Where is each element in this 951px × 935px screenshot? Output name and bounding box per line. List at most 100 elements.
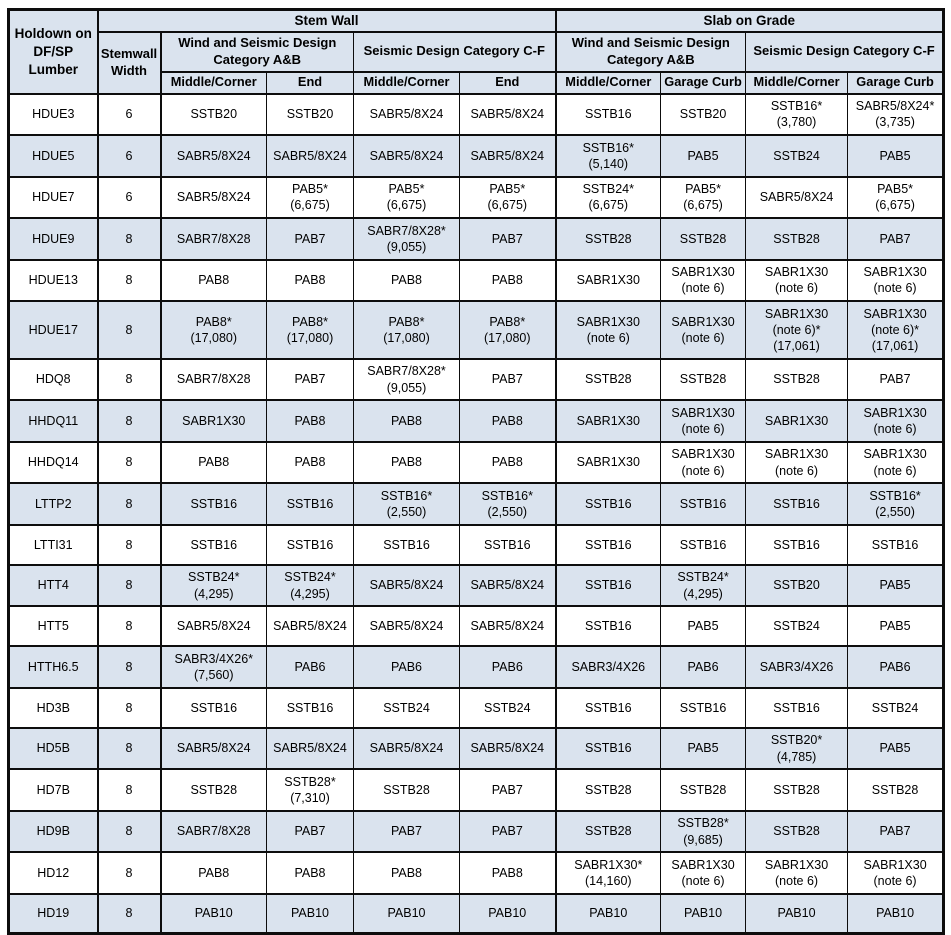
- anchor-spec-cell: PAB7: [266, 809, 354, 854]
- table-row: HDUE3 6 SSTB20 SSTB20 SABR5/8X24 SABR5/8X24 SS…: [8, 92, 945, 137]
- anchor-spec-cell: SABR5/8X24: [458, 563, 557, 608]
- anchor-spec-cell: PAB8* (17,080): [353, 300, 460, 360]
- anchor-spec-cell: SSTB16: [745, 686, 849, 729]
- stemwall-width-cell: 8: [97, 768, 162, 812]
- anchor-spec-cell: PAB5* (6,675): [353, 175, 460, 220]
- anchor-spec-cell: PAB5* (6,675): [266, 175, 354, 220]
- table-row: HHDQ11 8 SABR1X30 PAB8 PAB8 PAB8 SABR1X30 SABR1…: [8, 399, 945, 443]
- header-sw-cf-middle-corner: Middle/Corner: [353, 70, 460, 95]
- holdown-model-cell: HDUE9: [8, 217, 99, 261]
- anchor-spec-cell: SABR5/8X24: [745, 175, 849, 220]
- anchor-spec-cell: PAB5: [660, 726, 747, 771]
- stemwall-width-cell: 8: [97, 399, 162, 443]
- anchor-spec-cell: SABR1X30 (note 6): [660, 258, 747, 303]
- anchor-spec-cell: PAB8: [353, 440, 460, 485]
- anchor-spec-cell: SSTB24: [745, 134, 849, 178]
- anchor-spec-cell: PAB6: [847, 645, 945, 689]
- table-row: HDUE7 6 SABR5/8X24 PAB5* (6,675) PAB5* (6,67…: [8, 175, 945, 220]
- anchor-spec-cell: PAB5* (6,675): [660, 175, 747, 220]
- stemwall-width-cell: 8: [97, 300, 162, 360]
- anchor-spec-cell: PAB5: [660, 134, 747, 178]
- anchor-spec-cell: PAB8: [458, 440, 557, 485]
- anchor-spec-cell: SSTB24: [353, 686, 460, 729]
- anchor-spec-cell: SABR5/8X24: [353, 563, 460, 608]
- stemwall-width-cell: 6: [97, 134, 162, 178]
- anchor-spec-cell: PAB10: [847, 892, 945, 935]
- anchor-spec-cell: PAB8: [458, 258, 557, 303]
- anchor-spec-cell: PAB8: [266, 258, 354, 303]
- stemwall-width-cell: 6: [97, 175, 162, 220]
- anchor-spec-cell: SABR7/8X28: [160, 357, 267, 402]
- table-row: HD3B 8 SSTB16 SSTB16 SSTB24 SSTB24 SSTB16 SSTB1…: [8, 686, 945, 729]
- anchor-spec-cell: SABR1X30 (note 6): [745, 258, 849, 303]
- anchor-spec-cell: SSTB16: [660, 523, 747, 566]
- anchor-spec-cell: PAB8* (17,080): [266, 300, 354, 360]
- anchor-spec-cell: SSTB16* (2,550): [353, 482, 460, 526]
- header-sg-cf-middle-corner: Middle/Corner: [745, 70, 849, 95]
- anchor-spec-cell: SSTB16: [160, 686, 267, 729]
- stemwall-width-cell: 6: [97, 92, 162, 137]
- anchor-spec-cell: PAB5* (6,675): [847, 175, 945, 220]
- anchor-spec-cell: SABR7/8X28: [160, 809, 267, 854]
- stemwall-width-cell: 8: [97, 523, 162, 566]
- anchor-spec-cell: SABR1X30 (note 6): [745, 440, 849, 485]
- anchor-spec-cell: SABR5/8X24: [266, 605, 354, 648]
- anchor-spec-cell: PAB10: [266, 892, 354, 935]
- holdown-model-cell: HTT5: [8, 605, 99, 648]
- anchor-spec-cell: SSTB28: [745, 217, 849, 261]
- anchor-spec-cell: PAB8: [160, 440, 267, 485]
- anchor-spec-cell: SSTB20: [660, 92, 747, 137]
- anchor-spec-cell: SSTB16: [745, 523, 849, 566]
- anchor-spec-cell: SABR1X30: [160, 399, 267, 443]
- anchor-spec-cell: SSTB16: [555, 482, 662, 526]
- anchor-spec-cell: SABR5/8X24: [353, 134, 460, 178]
- anchor-spec-cell: PAB5: [847, 563, 945, 608]
- anchor-spec-cell: SSTB16: [847, 523, 945, 566]
- anchor-spec-cell: SSTB28: [160, 768, 267, 812]
- anchor-spec-cell: PAB7: [266, 357, 354, 402]
- holdown-model-cell: HTTH6.5: [8, 645, 99, 689]
- table-row: HDUE13 8 PAB8 PAB8 PAB8 PAB8 SABR1X30 SABR1X30 …: [8, 258, 945, 303]
- anchor-spec-cell: PAB8: [266, 851, 354, 895]
- anchor-spec-cell: SABR5/8X24: [160, 175, 267, 220]
- anchor-spec-cell: PAB7: [458, 357, 557, 402]
- anchor-spec-cell: PAB8: [458, 399, 557, 443]
- anchor-spec-cell: SSTB16: [160, 482, 267, 526]
- holdown-model-cell: HD7B: [8, 768, 99, 812]
- table-row: LTTP2 8 SSTB16 SSTB16 SSTB16* (2,550) SSTB16*…: [8, 482, 945, 526]
- anchor-spec-cell: PAB10: [160, 892, 267, 935]
- stemwall-width-cell: 8: [97, 645, 162, 689]
- anchor-spec-cell: SSTB24: [847, 686, 945, 729]
- table-row: HD9B 8 SABR7/8X28 PAB7 PAB7 PAB7 SSTB28 SSTB28*…: [8, 809, 945, 854]
- table-header: Holdown on DF/SP Lumber Stem Wall Slab o…: [8, 8, 945, 95]
- header-stemwall-seismic-cf: Seismic Design Category C-F: [352, 30, 557, 73]
- anchor-spec-cell: SABR5/8X24* (3,735): [847, 92, 945, 137]
- anchor-spec-cell: SSTB16: [266, 482, 354, 526]
- anchor-spec-cell: SSTB16* (3,780): [745, 92, 849, 137]
- stemwall-width-cell: 8: [97, 605, 162, 648]
- holdown-model-cell: HD12: [8, 851, 99, 895]
- anchor-spec-cell: SSTB28: [660, 768, 747, 812]
- anchor-spec-cell: SABR1X30 (note 6): [847, 258, 945, 303]
- anchor-spec-cell: PAB7: [847, 357, 945, 402]
- anchor-spec-cell: SABR1X30: [555, 399, 662, 443]
- anchor-spec-cell: SABR7/8X28: [160, 217, 267, 261]
- holdown-model-cell: HTT4: [8, 563, 99, 608]
- anchor-spec-cell: PAB8: [266, 440, 354, 485]
- header-sw-ab-end: End: [266, 70, 354, 95]
- anchor-spec-cell: SABR1X30 (note 6)* (17,061): [745, 300, 849, 360]
- header-slab-seismic-cf: Seismic Design Category C-F: [745, 30, 945, 73]
- anchor-spec-cell: PAB5: [847, 605, 945, 648]
- anchor-spec-cell: SSTB16: [660, 686, 747, 729]
- anchor-spec-cell: SSTB20: [745, 563, 849, 608]
- anchor-spec-cell: SSTB28: [660, 217, 747, 261]
- anchor-spec-cell: SSTB16: [555, 92, 662, 137]
- header-sw-ab-middle-corner: Middle/Corner: [160, 70, 267, 95]
- stemwall-width-cell: 8: [97, 440, 162, 485]
- header-slab-on-grade: Slab on Grade: [555, 8, 945, 33]
- anchor-spec-cell: SSTB28: [555, 768, 662, 812]
- holdown-model-cell: HHDQ14: [8, 440, 99, 485]
- stemwall-width-cell: 8: [97, 482, 162, 526]
- anchor-spec-cell: SSTB24* (4,295): [266, 563, 354, 608]
- anchor-spec-cell: SABR5/8X24: [160, 726, 267, 771]
